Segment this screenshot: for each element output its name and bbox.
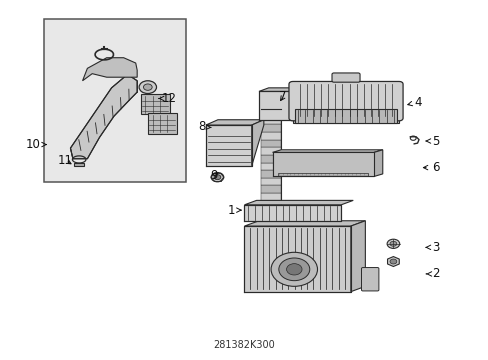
Text: 4: 4 bbox=[407, 95, 422, 108]
Bar bbox=[261, 140, 281, 147]
Bar bbox=[261, 132, 281, 140]
Text: 7: 7 bbox=[279, 90, 286, 103]
Circle shape bbox=[143, 84, 152, 90]
Polygon shape bbox=[387, 257, 398, 266]
Circle shape bbox=[286, 264, 302, 275]
Text: 9: 9 bbox=[210, 169, 217, 182]
Polygon shape bbox=[205, 125, 251, 166]
Polygon shape bbox=[140, 94, 169, 114]
FancyBboxPatch shape bbox=[331, 73, 359, 82]
Circle shape bbox=[278, 258, 309, 281]
Text: 2: 2 bbox=[425, 267, 438, 280]
Circle shape bbox=[389, 241, 396, 246]
Bar bbox=[261, 170, 281, 178]
Bar bbox=[261, 201, 281, 208]
Polygon shape bbox=[373, 150, 382, 176]
Polygon shape bbox=[244, 226, 350, 292]
Circle shape bbox=[389, 259, 396, 264]
Polygon shape bbox=[272, 150, 382, 152]
Text: 12: 12 bbox=[159, 92, 177, 105]
Polygon shape bbox=[244, 201, 352, 205]
Polygon shape bbox=[272, 152, 373, 176]
Circle shape bbox=[214, 175, 221, 180]
Polygon shape bbox=[259, 88, 314, 91]
Bar bbox=[261, 193, 281, 201]
Text: 5: 5 bbox=[425, 135, 438, 148]
Circle shape bbox=[386, 239, 399, 248]
Text: 281382K300: 281382K300 bbox=[213, 340, 275, 350]
Bar bbox=[261, 185, 281, 193]
Polygon shape bbox=[70, 75, 137, 159]
Text: 6: 6 bbox=[423, 161, 438, 174]
Polygon shape bbox=[244, 221, 365, 226]
Polygon shape bbox=[82, 58, 137, 81]
Polygon shape bbox=[261, 109, 281, 208]
Polygon shape bbox=[147, 113, 177, 134]
Text: 10: 10 bbox=[25, 138, 46, 151]
Bar bbox=[261, 147, 281, 155]
Polygon shape bbox=[259, 91, 305, 120]
Bar bbox=[261, 124, 281, 132]
Circle shape bbox=[211, 172, 223, 182]
Bar bbox=[261, 117, 281, 124]
Polygon shape bbox=[295, 109, 396, 123]
Polygon shape bbox=[244, 205, 341, 221]
Text: 11: 11 bbox=[58, 154, 73, 167]
Text: 8: 8 bbox=[198, 120, 211, 133]
FancyBboxPatch shape bbox=[361, 267, 378, 291]
Bar bbox=[261, 155, 281, 163]
Polygon shape bbox=[292, 117, 398, 123]
Polygon shape bbox=[305, 88, 314, 120]
Circle shape bbox=[139, 81, 156, 94]
Polygon shape bbox=[74, 163, 84, 166]
FancyBboxPatch shape bbox=[288, 81, 402, 121]
Circle shape bbox=[270, 252, 317, 286]
Polygon shape bbox=[251, 120, 264, 166]
Polygon shape bbox=[205, 120, 264, 125]
Bar bbox=[44, 19, 186, 182]
Text: 3: 3 bbox=[425, 241, 438, 254]
Bar bbox=[261, 163, 281, 170]
Text: 1: 1 bbox=[227, 204, 241, 217]
Polygon shape bbox=[272, 152, 373, 176]
Bar bbox=[261, 109, 281, 117]
Polygon shape bbox=[350, 221, 365, 292]
Bar bbox=[261, 178, 281, 185]
